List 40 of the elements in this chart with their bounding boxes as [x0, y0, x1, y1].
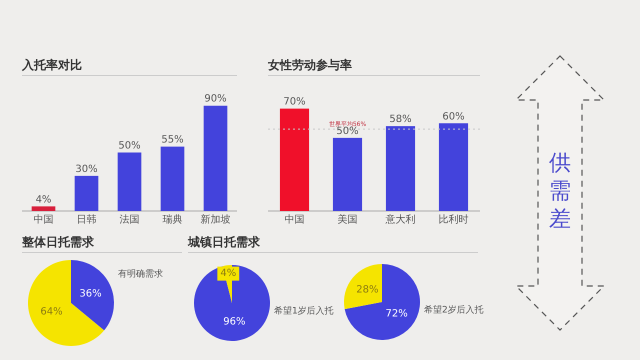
text: 希望1岁后入托 [274, 305, 334, 316]
bar [280, 108, 310, 211]
data-label: 50% [336, 126, 359, 137]
chart-title: 入托率对比 [22, 55, 237, 76]
data-label: 28% [356, 284, 378, 296]
text: 供需差 [548, 150, 572, 234]
bar [332, 138, 362, 211]
data-label: 64% [40, 306, 63, 318]
data-label: 36% [79, 288, 102, 300]
chart-title: 女性劳动参与率 [268, 55, 480, 76]
data-label: 70% [283, 96, 306, 108]
data-label: 4% [36, 194, 52, 206]
data-label: 30% [75, 164, 98, 175]
bar [118, 152, 142, 211]
bar [160, 146, 184, 211]
bar [32, 206, 56, 211]
data-label: 96% [223, 316, 246, 328]
bar [386, 126, 416, 211]
data-label: 58% [389, 114, 412, 126]
slice-label: 有明确需求 [118, 268, 163, 280]
data-label: 72% [386, 308, 408, 320]
data-label: 60% [442, 111, 465, 122]
x-tick-label: 中国 [284, 214, 304, 226]
chart-title: 整体日托需求 [22, 232, 182, 253]
text: 希望2岁后入托 [424, 304, 484, 316]
x-tick-label: 比利时 [438, 214, 468, 226]
data-label: 50% [118, 140, 141, 152]
bar [204, 106, 228, 211]
x-tick-label: 法国 [120, 214, 140, 226]
x-tick-label: 瑞典 [162, 214, 182, 226]
chart-title: 城镇日托需求 [188, 232, 478, 253]
x-tick-label: 新加坡 [200, 214, 230, 226]
data-label: 55% [161, 134, 184, 146]
x-tick-label: 美国 [338, 214, 358, 226]
x-tick-label: 中国 [34, 214, 54, 226]
bar [74, 176, 98, 211]
data-label: 90% [204, 94, 227, 105]
x-tick-label: 意大利 [384, 214, 416, 226]
x-tick-label: 日韩 [76, 214, 96, 226]
bar [438, 123, 468, 211]
